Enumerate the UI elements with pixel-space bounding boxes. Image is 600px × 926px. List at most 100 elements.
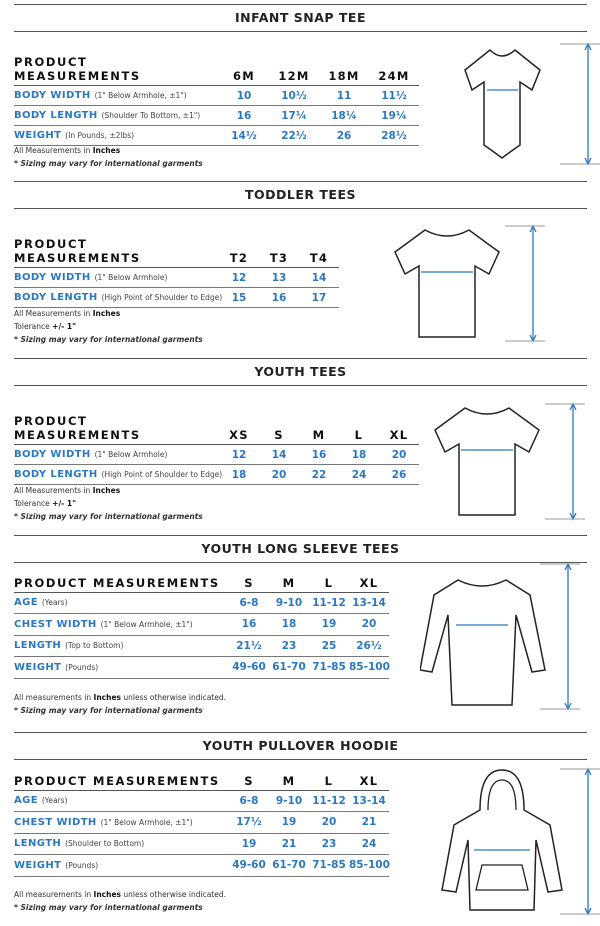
row-sublabel: (1" Below Armhole, ±1")	[100, 619, 193, 629]
table-header-row: PRODUCT MEASUREMENTS S M L XL	[14, 570, 389, 593]
note: * Sizing may vary for international garm…	[14, 510, 203, 523]
row-label-cell: BODY LENGTH (High Point of Shoulder to E…	[14, 464, 222, 485]
notes: All Measurements in Inches Tolerance +/- …	[14, 484, 203, 523]
value-cell: 20	[379, 444, 419, 465]
table-row: LENGTH (Top to Bottom) 21½ 23 25 26½	[14, 635, 389, 657]
section-title: TODDLER TEES	[14, 181, 587, 209]
table-row: AGE (Years) 6-8 9-10 11-12 13-14	[14, 592, 389, 614]
section-title: INFANT SNAP TEE	[14, 4, 587, 32]
table-row: BODY LENGTH (Shoulder To Bottom, ±1") 16 1…	[14, 105, 419, 126]
row-label-cell: WEIGHT (Pounds)	[14, 656, 229, 679]
value-cell: 26	[379, 464, 419, 485]
value-cell: 21½	[229, 635, 269, 657]
value-cell: 10	[219, 85, 269, 106]
value-cell: 23	[269, 635, 309, 657]
row-label-cell: BODY WIDTH (1" Below Armhole)	[14, 444, 219, 465]
value-cell: 71-85	[309, 854, 349, 877]
row-sublabel: (Top to Bottom)	[65, 641, 124, 651]
value-cell: 18	[339, 444, 379, 465]
header-label: PRODUCT MEASUREMENTS	[14, 570, 229, 593]
value-cell: 85-100	[349, 854, 390, 877]
value-cell: 14	[299, 267, 339, 288]
size-header: S	[229, 768, 269, 791]
value-cell: 20	[349, 613, 389, 636]
note-text: Tolerance	[14, 499, 53, 508]
table-header-row: PRODUCT MEASUREMENTS XS S M L XL	[14, 414, 419, 445]
row-label-cell: AGE (Years)	[14, 790, 229, 812]
row-label: BODY WIDTH	[14, 90, 91, 101]
value-cell: 11½	[369, 85, 419, 106]
row-label-cell: CHEST WIDTH (1" Below Armhole, ±1")	[14, 613, 229, 636]
size-header: L	[309, 570, 349, 593]
value-cell: 18	[219, 464, 259, 485]
row-sublabel: (1" Below Armhole, ±1")	[100, 817, 193, 827]
value-cell: 19	[269, 811, 309, 834]
table-row: BODY LENGTH (High Point of Shoulder to E…	[14, 464, 419, 485]
row-label: BODY WIDTH	[14, 272, 91, 283]
row-label: BODY LENGTH	[14, 469, 98, 480]
size-header: T3	[259, 237, 299, 268]
value-cell: 24	[349, 833, 389, 855]
table-row: BODY WIDTH (1" Below Armhole, ±1") 10 10½ 1…	[14, 85, 419, 106]
row-label: AGE	[14, 597, 38, 609]
row-sublabel: (1" Below Armhole, ±1")	[94, 91, 187, 100]
value-cell: 17¼	[269, 105, 319, 126]
value-cell: 49-60	[229, 854, 269, 877]
row-sublabel: (Shoulder To Bottom, ±1")	[101, 111, 201, 120]
table-header-row: PRODUCT MEASUREMENTS S M L XL	[14, 768, 389, 791]
note: Tolerance +/- 1"	[14, 497, 203, 510]
note-emphasis: +/- 1"	[52, 322, 77, 331]
value-cell: 6-8	[229, 592, 269, 614]
value-cell: 28½	[369, 125, 419, 146]
note: * Sizing may vary for international garm…	[14, 333, 203, 346]
row-sublabel: (High Point of Shoulder to Edge)	[101, 470, 223, 479]
size-header: 6M	[219, 55, 269, 86]
row-label-cell: BODY WIDTH (1" Below Armhole)	[14, 267, 219, 288]
value-cell: 61-70	[269, 854, 309, 877]
header-label: PRODUCT MEASUREMENTS	[14, 414, 219, 445]
row-label: BODY LENGTH	[14, 110, 98, 121]
note-text: All Measurements in	[14, 486, 93, 495]
row-label-cell: CHEST WIDTH (1" Below Armhole, ±1")	[14, 811, 229, 834]
note-emphasis: +/- 1"	[52, 499, 77, 508]
note-text: Tolerance	[14, 322, 53, 331]
size-header: XL	[349, 570, 389, 593]
measurement-table: PRODUCT MEASUREMENTS 6M 12M 18M 24M BODY WIDT…	[14, 55, 419, 146]
note-emphasis: Inches	[92, 146, 121, 155]
value-cell: 6-8	[229, 790, 269, 812]
value-cell: 13-14	[349, 790, 389, 812]
row-label-cell: BODY LENGTH (Shoulder To Bottom, ±1")	[14, 105, 219, 126]
row-label-cell: BODY LENGTH (High Point of Shoulder to E…	[14, 287, 222, 308]
row-label: AGE	[14, 795, 38, 807]
measurement-table: PRODUCT MEASUREMENTS T2 T3 T4 BODY WIDTH (1"…	[14, 237, 339, 308]
measurement-table: PRODUCT MEASUREMENTS S M L XL AGE (Years) 6-8 9…	[14, 570, 390, 679]
value-cell: 9-10	[269, 592, 309, 614]
notes: All measurements in Inches unless otherw…	[14, 888, 226, 914]
table-row: BODY LENGTH (High Point of Shoulder to E…	[14, 287, 339, 308]
notes: All measurements in Inches unless otherw…	[14, 691, 226, 717]
note: * Sizing may vary for international garm…	[14, 157, 203, 170]
value-cell: 18¼	[319, 105, 369, 126]
value-cell: 26½	[349, 635, 389, 657]
tshirt-icon	[394, 224, 545, 343]
value-cell: 17½	[229, 811, 269, 834]
row-label: CHEST WIDTH	[14, 816, 97, 828]
value-cell: 22	[299, 464, 339, 485]
row-label: WEIGHT	[14, 130, 62, 141]
value-cell: 49-60	[229, 656, 269, 679]
row-label-cell: AGE (Years)	[14, 592, 229, 614]
size-header: S	[229, 570, 269, 593]
value-cell: 12	[219, 444, 259, 465]
value-cell: 11-12	[309, 790, 349, 812]
header-label: PRODUCT MEASUREMENTS	[14, 768, 229, 791]
section-title: YOUTH PULLOVER HOODIE	[14, 732, 587, 760]
row-label-cell: WEIGHT (In Pounds, ±2lbs)	[14, 125, 219, 146]
size-header: M	[269, 768, 309, 791]
note: All Measurements in Inches	[14, 307, 203, 320]
note: All Measurements in Inches	[14, 484, 203, 497]
note: All measurements in Inches unless otherw…	[14, 691, 226, 704]
size-header: XL	[379, 414, 419, 445]
disclaimer: * Sizing may vary for international garm…	[14, 903, 203, 912]
